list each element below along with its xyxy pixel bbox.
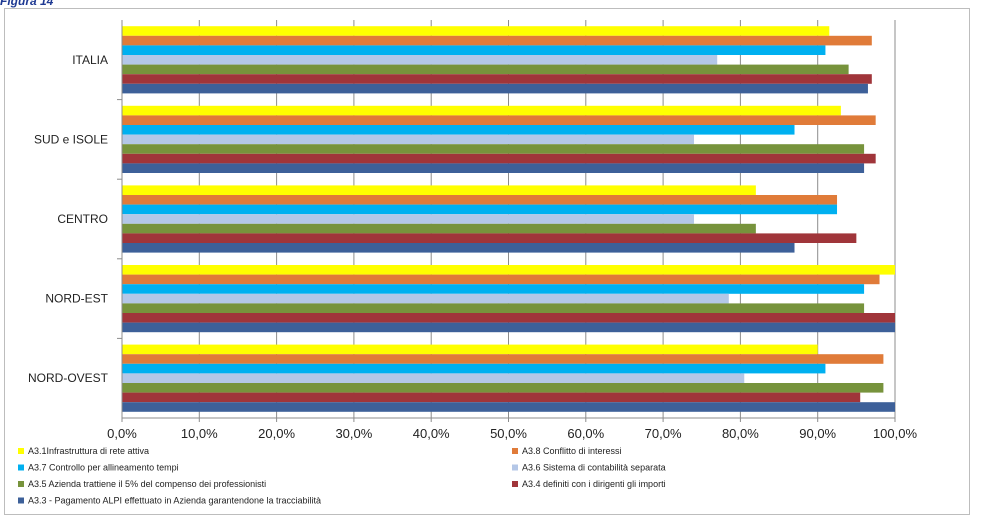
x-tick-label: 60,0% [567, 426, 604, 441]
bar [122, 64, 849, 75]
x-tick-label: 50,0% [490, 426, 527, 441]
bar [122, 74, 872, 84]
bar [122, 115, 876, 125]
bar [122, 402, 895, 412]
figure-label: Figura 14 [0, 0, 54, 8]
x-tick-label: 80,0% [722, 426, 759, 441]
x-tick-label: 30,0% [335, 426, 372, 441]
legend-label: A3.6 Sistema di contabilità separata [522, 463, 666, 473]
x-tick-label: 90,0% [799, 426, 836, 441]
bar [122, 185, 756, 195]
bar [122, 293, 729, 304]
bar [122, 35, 872, 46]
bar [122, 163, 865, 173]
bar [122, 223, 756, 234]
bar [122, 125, 795, 135]
x-tick-label: 100,0% [873, 426, 918, 441]
x-tick-label: 40,0% [413, 426, 450, 441]
bar [122, 274, 880, 285]
bar [122, 303, 865, 313]
legend-swatch [18, 481, 24, 487]
category-label: ITALIA [72, 53, 108, 67]
bar [122, 233, 857, 243]
legend-label: A3.1Infrastruttura di rete attiva [28, 446, 149, 456]
legend-label: A3.5 Azienda trattiene il 5% del compens… [28, 479, 266, 489]
legend-swatch [18, 497, 24, 504]
bar [122, 383, 884, 393]
x-tick-label: 10,0% [181, 426, 218, 441]
bar [122, 55, 718, 65]
category-label: NORD-EST [45, 292, 108, 306]
legend-swatch [512, 464, 518, 471]
legend-label: A3.8 Conflitto di interessi [522, 446, 622, 456]
bar [122, 214, 695, 224]
bar [122, 344, 818, 355]
category-label: SUD e ISOLE [34, 132, 108, 146]
x-tick-label: 20,0% [258, 426, 295, 441]
category-label: CENTRO [57, 212, 108, 226]
bar [122, 313, 895, 323]
legend-swatch [512, 448, 518, 454]
x-tick-label: 70,0% [645, 426, 682, 441]
bar [122, 373, 745, 383]
bar [122, 284, 865, 294]
bar [122, 153, 876, 164]
bar [122, 134, 695, 145]
bar [122, 26, 830, 36]
bar [122, 243, 795, 253]
legend-swatch [18, 464, 24, 471]
bar [122, 105, 841, 116]
legend-label: A3.3 - Pagamento ALPI effettuato in Azie… [28, 496, 321, 506]
bar [122, 144, 865, 154]
x-tick-label: 0,0% [107, 426, 137, 441]
bar [122, 265, 895, 275]
bar [122, 204, 838, 215]
legend-swatch [512, 481, 518, 487]
bar [122, 322, 895, 333]
bar [122, 392, 861, 403]
bar [122, 45, 826, 55]
bar [122, 83, 868, 94]
legend-label: A3.4 definiti con i dirigenti gli import… [522, 479, 666, 489]
bar [122, 195, 838, 205]
legend-swatch [18, 448, 24, 454]
legend-label: A3.7 Controllo per allineamento tempi [28, 463, 179, 473]
category-label: NORD-OVEST [28, 371, 109, 385]
bar [122, 363, 826, 374]
bar [122, 354, 884, 364]
